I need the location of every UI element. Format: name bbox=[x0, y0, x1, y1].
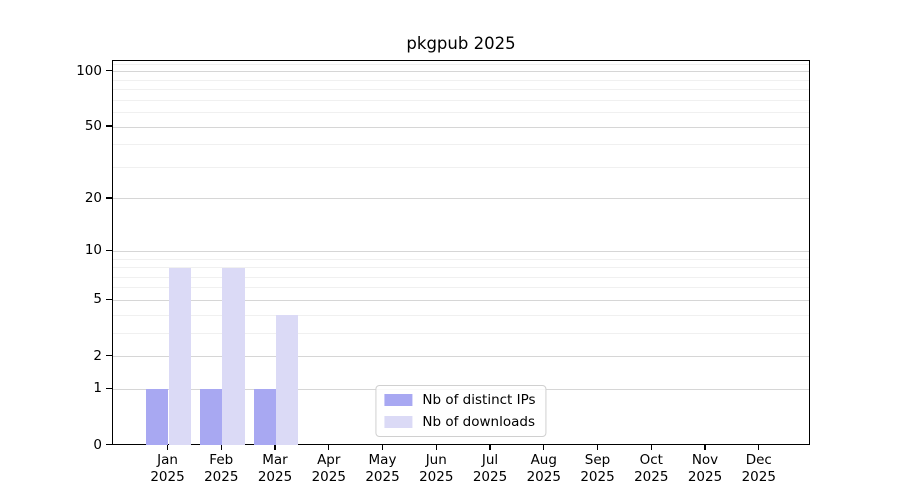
y-tick-label: 1 bbox=[93, 380, 102, 397]
gridline-minor bbox=[113, 314, 809, 316]
y-tick-mark bbox=[105, 70, 112, 72]
y-tick-mark bbox=[105, 197, 112, 199]
gridline-minor bbox=[113, 166, 809, 168]
legend-swatch-distinct-ips-icon bbox=[384, 393, 413, 406]
x-tick-label: Feb 2025 bbox=[204, 451, 239, 485]
legend-swatch-downloads-icon bbox=[384, 415, 413, 428]
gridline-major bbox=[113, 250, 809, 252]
gridline-minor bbox=[113, 99, 809, 101]
gridline-minor bbox=[113, 79, 809, 81]
x-tick-label: Sep 2025 bbox=[580, 451, 615, 485]
y-tick-label: 20 bbox=[84, 189, 102, 206]
x-tick-mark bbox=[328, 444, 330, 450]
y-tick-mark bbox=[105, 298, 112, 301]
y-tick-mark bbox=[105, 249, 112, 251]
plot-area: Nb of distinct IPs Nb of downloads bbox=[112, 59, 810, 446]
x-tick-label: May 2025 bbox=[365, 451, 400, 485]
x-tick-mark bbox=[166, 444, 169, 450]
y-tick-label: 100 bbox=[76, 62, 102, 79]
x-tick-label: Oct 2025 bbox=[634, 451, 669, 485]
y-tick-mark bbox=[105, 354, 112, 357]
gridline-minor bbox=[113, 276, 809, 278]
x-tick-mark bbox=[381, 444, 384, 450]
gridline-minor bbox=[113, 144, 809, 146]
gridline-minor bbox=[113, 332, 809, 334]
y-tick-label: 50 bbox=[84, 118, 102, 135]
gridline-major bbox=[113, 356, 809, 358]
gridline-major bbox=[113, 299, 809, 301]
gridline-minor bbox=[113, 112, 809, 114]
legend-label-downloads: Nb of downloads bbox=[422, 413, 535, 430]
x-tick-mark bbox=[650, 444, 652, 450]
x-tick-label: Apr 2025 bbox=[311, 451, 346, 485]
gridline-major bbox=[113, 126, 809, 128]
bar-distinct-ips bbox=[146, 389, 169, 446]
gridline-minor bbox=[113, 267, 809, 269]
x-tick-label: Aug 2025 bbox=[526, 451, 561, 485]
bar-distinct-ips bbox=[253, 389, 276, 446]
x-tick-label: Nov 2025 bbox=[687, 451, 723, 485]
x-tick-mark bbox=[435, 444, 437, 450]
gridline-minor bbox=[113, 287, 809, 289]
bar-downloads bbox=[276, 315, 299, 446]
x-tick-label: Jan 2025 bbox=[150, 451, 185, 485]
bar-distinct-ips bbox=[199, 389, 223, 446]
legend-entry-distinct-ips: Nb of distinct IPs bbox=[384, 391, 536, 408]
x-tick-mark bbox=[596, 444, 599, 450]
y-tick-mark bbox=[105, 443, 112, 446]
gridline-minor bbox=[113, 89, 809, 91]
y-tick-label: 10 bbox=[84, 242, 102, 259]
y-tick-mark bbox=[105, 125, 112, 127]
x-tick-label: Jun 2025 bbox=[419, 451, 454, 485]
x-tick-label: Mar 2025 bbox=[257, 451, 293, 485]
x-tick-label: Dec 2025 bbox=[741, 451, 776, 485]
x-tick-mark bbox=[489, 444, 491, 450]
bar-downloads bbox=[222, 267, 245, 446]
x-tick-mark bbox=[220, 444, 222, 450]
legend-label-distinct-ips: Nb of distinct IPs bbox=[422, 391, 536, 408]
gridline-minor bbox=[113, 63, 809, 65]
bar-downloads bbox=[168, 267, 191, 446]
gridline-major bbox=[113, 71, 809, 73]
y-tick-label: 5 bbox=[93, 291, 102, 308]
y-tick-label: 2 bbox=[93, 347, 102, 364]
legend: Nb of distinct IPs Nb of downloads bbox=[375, 384, 547, 437]
x-tick-label: Jul 2025 bbox=[472, 451, 508, 485]
legend-entry-downloads: Nb of downloads bbox=[384, 414, 535, 430]
x-tick-mark bbox=[704, 444, 706, 450]
chart-title: pkgpub 2025 bbox=[406, 34, 516, 53]
x-tick-mark bbox=[543, 444, 545, 450]
gridline-minor bbox=[113, 258, 809, 260]
y-tick-label: 0 bbox=[93, 436, 102, 453]
x-tick-mark bbox=[758, 444, 760, 450]
y-tick-mark bbox=[105, 387, 112, 390]
x-tick-mark bbox=[274, 444, 276, 450]
gridline-major bbox=[113, 198, 809, 200]
